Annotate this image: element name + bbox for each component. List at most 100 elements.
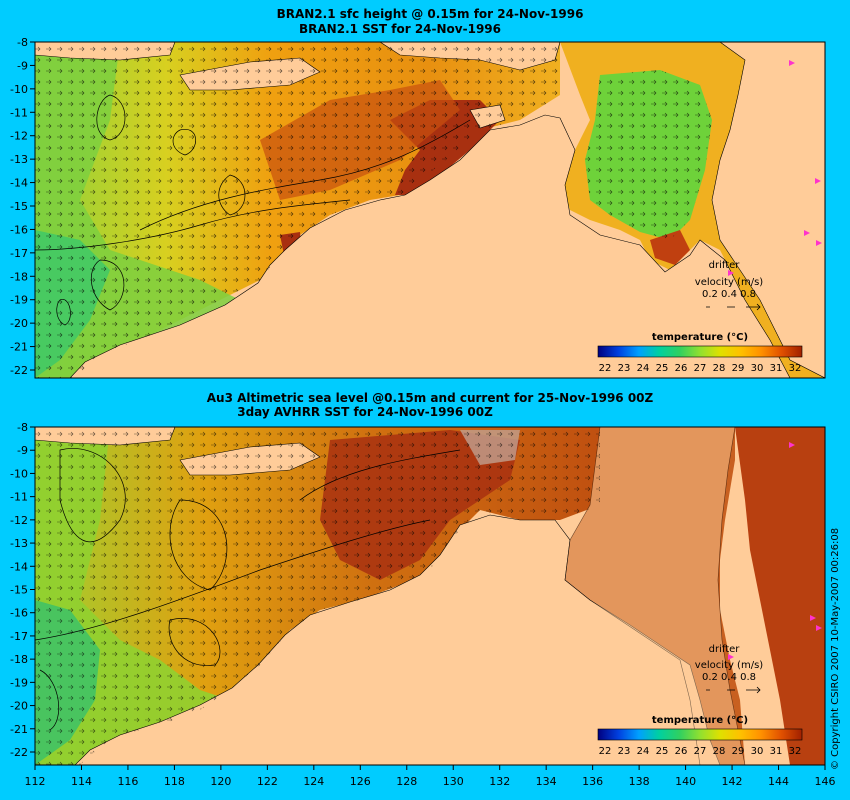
bottom-contours: [35, 448, 461, 731]
bottom-map: [35, 427, 825, 765]
lat-tick-label: -22: [10, 746, 28, 759]
bottom-velocity-scale: 0.2 0.4 0.8: [702, 672, 756, 683]
top-velocity-label: velocity (m/s): [695, 277, 763, 288]
top-drifter-symbol: [728, 270, 734, 276]
lat-tick-label: -21: [10, 341, 28, 354]
colorbar-label: 32: [789, 746, 802, 757]
lat-tick-label: -15: [10, 584, 28, 597]
lat-tick-label: -9: [17, 444, 28, 457]
lon-tick-label: 124: [303, 775, 324, 788]
bottom-title-line2: 3day AVHRR SST for 24-Nov-1996 00Z: [237, 405, 493, 419]
top-land-capeyork: [711, 42, 825, 378]
bottom-ocean-east: [735, 427, 825, 765]
top-title-line1: BRAN2.1 sfc height @ 0.15m for 24-Nov-19…: [277, 7, 584, 21]
lat-tick-label: -9: [17, 59, 28, 72]
colorbar-label: 25: [656, 746, 669, 757]
top-drifter-label: drifter: [709, 260, 741, 271]
colorbar-label: 27: [694, 363, 707, 374]
top-velocity-arrows: [706, 303, 761, 311]
bottom-title-line1: Au3 Altimetric sea level @0.15m and curr…: [207, 391, 654, 405]
colorbar-label: 31: [770, 363, 783, 374]
longitude-axis: 112 114 116 118 120 122 124 126 128 130 132 134 136 1…: [25, 765, 836, 788]
bottom-colorbar-strip: [597, 728, 803, 741]
bottom-lat-axis: -8 -9 -10 -11 -12 -13 -14 -15 -16 -17 -18 -19 -20 -21…: [10, 421, 35, 759]
lat-tick-label: -17: [10, 247, 28, 260]
lat-tick-label: -16: [10, 607, 28, 620]
colorbar-label: 22: [599, 746, 612, 757]
lat-tick-label: -17: [10, 630, 28, 643]
lon-tick-label: 130: [443, 775, 464, 788]
top-map: [35, 42, 825, 378]
lat-tick-label: -11: [10, 106, 28, 119]
colorbar-label: 29: [732, 363, 745, 374]
bottom-velocity-arrows: [706, 686, 761, 694]
lon-tick-label: 122: [257, 775, 278, 788]
lon-tick-label: 138: [629, 775, 650, 788]
colorbar-label: 28: [713, 746, 726, 757]
colorbar-label: 26: [675, 363, 688, 374]
lat-tick-label: -14: [10, 177, 28, 190]
lat-tick-label: -13: [10, 537, 28, 550]
colorbar-label: 30: [751, 363, 764, 374]
bottom-colorbar-labels: 22 23 24 25 26 27 28 29 30 31 32: [599, 746, 802, 757]
lon-tick-label: 120: [210, 775, 231, 788]
lon-tick-label: 144: [768, 775, 789, 788]
lon-tick-label: 132: [489, 775, 510, 788]
bottom-drifter-label: drifter: [709, 644, 741, 655]
top-colorbar: temperature (°C) 22 23 24 25 26 27 28 29 30 31 32: [597, 332, 803, 374]
colorbar-label: 30: [751, 746, 764, 757]
top-lat-axis: -8 -9 -10 -11 -12 -13 -14 -15 -16 -17 -18 -19 -20 -21…: [10, 36, 35, 377]
bottom-colorbar-title: temperature (°C): [652, 715, 748, 726]
top-panel: BRAN2.1 sfc height @ 0.15m for 24-Nov-19…: [10, 7, 826, 379]
colorbar-label: 25: [656, 363, 669, 374]
lat-tick-label: -16: [10, 223, 28, 236]
lon-tick-label: 134: [536, 775, 557, 788]
top-map-frame: [34, 41, 826, 379]
bottom-land-capeyork: [564, 427, 746, 765]
lat-tick-label: -19: [10, 294, 28, 307]
lat-tick-label: -10: [10, 83, 28, 96]
lon-tick-label: 116: [117, 775, 138, 788]
lat-tick-label: -21: [10, 723, 28, 736]
lon-tick-label: 140: [675, 775, 696, 788]
top-drifter-legend: drifter velocity (m/s) 0.2 0.4 0.8: [695, 260, 763, 311]
lat-tick-label: -12: [10, 514, 28, 527]
top-colorbar-labels: 22 23 24 25 26 27 28 29 30 31 32: [599, 363, 802, 374]
lat-tick-label: -15: [10, 200, 28, 213]
bottom-velocity-field: [35, 427, 600, 765]
copyright-notice: © Copyright CSIRO 2007 10-May-2007 00:26…: [830, 528, 841, 770]
top-velocity-scale: 0.2 0.4 0.8: [702, 289, 756, 300]
bottom-colorbar: temperature (°C) 22 23 24 25 26 27 28 29 30 31 32: [597, 715, 803, 757]
colorbar-label: 27: [694, 746, 707, 757]
lon-tick-label: 146: [815, 775, 836, 788]
colorbar-label: 26: [675, 746, 688, 757]
colorbar-label: 24: [637, 746, 650, 757]
lat-tick-label: -18: [10, 653, 28, 666]
top-drifter-markers: [789, 60, 822, 246]
bottom-panel: Au3 Altimetric sea level @0.15m and curr…: [10, 391, 826, 766]
lon-tick-label: 128: [396, 775, 417, 788]
colorbar-label: 23: [618, 746, 631, 757]
top-title-line2: BRAN2.1 SST for 24-Nov-1996: [299, 22, 501, 36]
colorbar-label: 29: [732, 746, 745, 757]
lon-tick-label: 126: [350, 775, 371, 788]
top-velocity-field-gulf: [585, 70, 712, 240]
bottom-drifter-markers: [789, 442, 822, 631]
lon-tick-label: 142: [722, 775, 743, 788]
lat-tick-label: -10: [10, 467, 28, 480]
lon-tick-label: 118: [164, 775, 185, 788]
lon-tick-label: 114: [71, 775, 92, 788]
colorbar-label: 22: [599, 363, 612, 374]
lat-tick-label: -8: [17, 421, 28, 434]
lat-tick-label: -8: [17, 36, 28, 49]
top-velocity-field-west: [35, 42, 560, 378]
colorbar-label: 32: [789, 363, 802, 374]
colorbar-label: 28: [713, 363, 726, 374]
top-gulf-warm-edge: [650, 230, 690, 265]
lat-tick-label: -13: [10, 153, 28, 166]
lat-tick-label: -19: [10, 676, 28, 689]
lat-tick-label: -12: [10, 130, 28, 143]
bottom-drifter-symbol: [728, 654, 734, 660]
top-contours: [35, 94, 471, 326]
bottom-map-frame: [34, 426, 826, 766]
